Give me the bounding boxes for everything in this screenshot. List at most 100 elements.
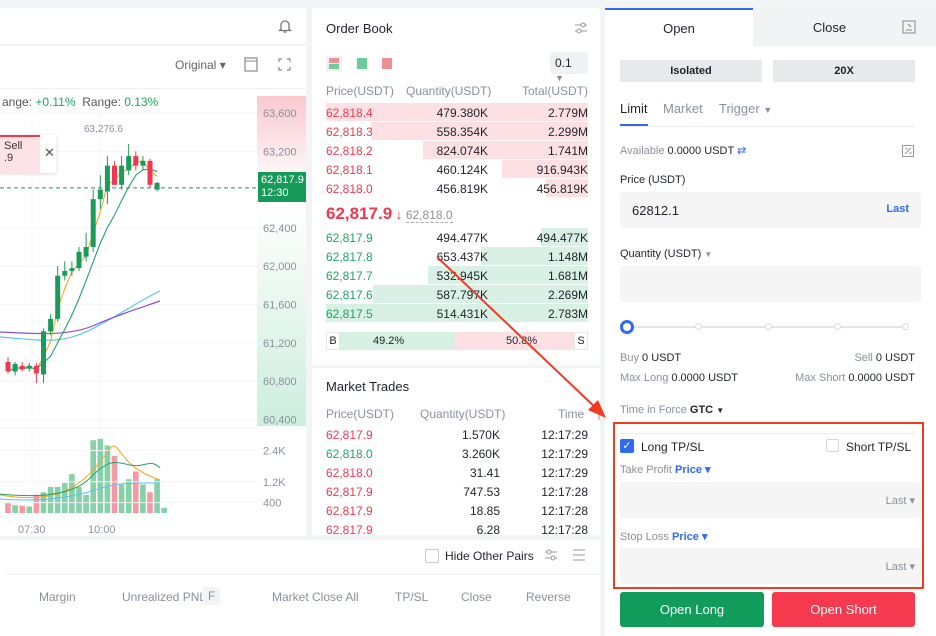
total: 2.299M <box>547 125 588 139</box>
asks-row[interactable]: 62,818.0 456.819K 456.819K <box>326 179 588 198</box>
pnl-badge[interactable]: F <box>203 587 221 605</box>
trade-row: 62,817.9 6.28 12:17:28 <box>326 520 588 535</box>
time-tick-label: 07:30 <box>18 524 46 536</box>
volume-bar <box>47 487 54 513</box>
stop-loss-mode-dropdown[interactable]: Price ▾ <box>671 531 708 543</box>
col-market-close-all[interactable]: Market Close All <box>272 590 359 604</box>
chart-mode-dropdown[interactable]: Original ▾ <box>175 58 226 72</box>
price-last-button[interactable]: Last <box>886 203 909 215</box>
quantity-slider[interactable] <box>620 320 909 334</box>
slider-stop[interactable] <box>765 323 772 330</box>
quantity-input[interactable] <box>620 266 921 302</box>
short-tpsl-checkbox[interactable] <box>826 439 839 452</box>
open-short-button[interactable]: Open Short <box>772 592 915 627</box>
trade-row: 62,817.9 747.53 12:17:28 <box>326 482 588 501</box>
scrollbar[interactable] <box>598 408 600 420</box>
bids-row[interactable]: 62,817.7 532.945K 1.681M <box>326 266 588 285</box>
bell-icon[interactable] <box>278 19 292 34</box>
trade-quantity: 3.260K <box>461 447 500 461</box>
take-profit-input[interactable]: Last ▾ <box>620 482 921 518</box>
margin-mode-button[interactable]: Isolated <box>620 60 762 82</box>
candle-body <box>126 156 132 171</box>
asks-row[interactable]: 62,818.1 460.124K 916.943K <box>326 160 588 179</box>
calculator-icon[interactable] <box>902 145 914 157</box>
stop-loss-mode: Price <box>671 531 699 543</box>
price-tick-label: 60,800 <box>263 376 297 388</box>
candle-body <box>90 199 96 248</box>
price-value: 62812.1 <box>632 203 679 218</box>
depth-bar <box>501 160 588 178</box>
candle-body <box>62 270 68 276</box>
volume-bar <box>5 503 11 513</box>
long-tpsl-checkbox[interactable]: ✓ <box>620 439 634 453</box>
mark-price[interactable]: 62,818.0 <box>405 208 453 223</box>
volume-bar <box>161 507 167 513</box>
buy-value: 0 USDT <box>642 352 682 364</box>
buy-sell-ratio: B 49.2% 50.8% S <box>326 332 588 350</box>
quantity-unit-dropdown[interactable]: Quantity (USDT) ▼ <box>620 248 713 260</box>
candle-body <box>83 247 89 257</box>
slider-stop[interactable] <box>902 323 909 330</box>
filter-icon[interactable] <box>544 548 558 562</box>
fullscreen-icon[interactable] <box>278 58 291 71</box>
sell-percent: 50.8% <box>506 335 538 347</box>
close-icon[interactable]: ✕ <box>44 145 55 160</box>
order-type-trigger[interactable]: Trigger ▼ <box>719 101 773 116</box>
calculator-icon[interactable] <box>902 20 916 34</box>
volume-ma-line <box>0 445 161 499</box>
view-asks-icon[interactable] <box>382 58 392 69</box>
ma-line-long <box>0 290 161 341</box>
stop-loss-trigger-dropdown[interactable]: Last ▾ <box>885 561 915 573</box>
stop-loss-header: Stop Loss Price ▾ <box>620 530 707 543</box>
view-bids-icon[interactable] <box>357 58 367 69</box>
bids-row[interactable]: 62,817.6 587.797K 2.269M <box>326 285 588 304</box>
col-close: Close <box>461 590 492 604</box>
price: 62,818.0 <box>326 182 373 196</box>
volume-bar <box>12 505 18 513</box>
slider-stop[interactable] <box>695 323 702 330</box>
stop-loss-input[interactable]: Last ▾ <box>620 548 921 584</box>
slider-stop[interactable] <box>834 323 841 330</box>
price: 62,818.3 <box>326 125 373 139</box>
candle-body <box>48 318 54 332</box>
sell-label: Sell <box>854 352 873 364</box>
tab-close[interactable]: Close <box>753 8 936 46</box>
leverage-button[interactable]: 20X <box>773 60 915 82</box>
take-profit-mode-dropdown[interactable]: Price ▾ <box>675 464 711 476</box>
asks-row[interactable]: 62,818.4 479.380K 2.779M <box>326 103 588 122</box>
tab-open[interactable]: Open <box>605 8 753 46</box>
available-balance: Available 0.0000 USDT ⇄ <box>620 144 746 157</box>
header-quantity: Quantity(USDT) <box>420 407 506 421</box>
layout-icon[interactable] <box>244 57 258 72</box>
order-type-market[interactable]: Market <box>663 101 703 116</box>
volume-bar <box>83 494 89 513</box>
available-value: 0.0000 USDT <box>667 145 734 157</box>
transfer-icon[interactable]: ⇄ <box>737 145 747 157</box>
max-short-label: Max Short <box>795 372 846 384</box>
take-profit-trigger-dropdown[interactable]: Last ▾ <box>885 495 915 507</box>
menu-icon[interactable] <box>573 549 585 561</box>
total: 2.779M <box>547 106 588 120</box>
bids-row[interactable]: 62,817.5 514.431K 2.783M <box>326 304 588 323</box>
volume-bar <box>33 494 40 513</box>
total: 1.148M <box>547 250 588 264</box>
depth-bar <box>540 228 588 246</box>
price-tick-label: 60,400 <box>263 414 297 426</box>
volume-bar <box>69 474 75 513</box>
order-type-limit[interactable]: Limit <box>620 101 648 116</box>
buy-label: B <box>326 332 340 350</box>
precision-dropdown[interactable]: 0.1 ▼ <box>550 52 588 83</box>
bids-row[interactable]: 62,817.8 653.437K 1.148M <box>326 247 588 266</box>
slider-handle[interactable] <box>620 320 634 334</box>
settings-sliders-icon[interactable] <box>574 21 588 35</box>
bids-row[interactable]: 62,817.9 494.477K 494.477K <box>326 228 588 247</box>
asks-row[interactable]: 62,818.3 558.354K 2.299M <box>326 122 588 141</box>
hide-other-pairs-checkbox[interactable] <box>425 549 439 563</box>
candlestick-chart[interactable]: 63,600 63,200 62,400 62,000 61,600 61,200 60,8… <box>0 0 306 536</box>
view-both-icon[interactable] <box>326 56 342 71</box>
asks-row[interactable]: 62,818.2 824.074K 1.741M <box>326 141 588 160</box>
quantity: 587.797K <box>436 288 488 302</box>
time-in-force[interactable]: Time in Force GTC ▼ <box>620 404 725 416</box>
price-input[interactable]: 62812.1 Last <box>620 192 921 228</box>
open-long-button[interactable]: Open Long <box>620 592 764 627</box>
